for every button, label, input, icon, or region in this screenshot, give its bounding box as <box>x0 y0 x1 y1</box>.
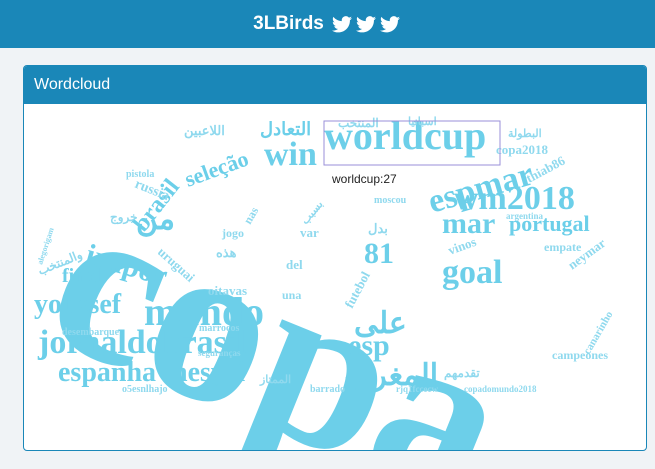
wordcloud-canvas: copa worldcup mundo jornaldobrasil espma… <box>24 113 616 450</box>
word-una[interactable]: una <box>282 288 301 302</box>
word-ar-hadhih[interactable]: هذه <box>216 245 237 260</box>
word-youssef[interactable]: youssef <box>34 289 122 320</box>
word-ar-almumtaz[interactable]: الممتاز <box>259 374 291 386</box>
panel-title: Wordcloud <box>34 76 111 93</box>
word-var[interactable]: var <box>300 225 319 240</box>
word-ar-alalaeebin[interactable]: اللاعبين <box>184 123 225 139</box>
hover-highlight-box <box>323 120 501 166</box>
wordcloud-panel: Wordcloud copa worldcup mundo jornaldobr… <box>23 65 647 451</box>
word-pistola[interactable]: pistola <box>126 169 154 180</box>
word-ar-albutula[interactable]: البطولة <box>508 128 542 140</box>
word-desembarque[interactable]: desembarque <box>62 327 120 338</box>
app-title: 3LBirds <box>253 13 324 34</box>
word-mundo[interactable]: mundo <box>144 289 264 334</box>
word-ar-min[interactable]: من <box>136 203 175 237</box>
word-ar-bisabab[interactable]: بسبب <box>299 199 326 227</box>
word-barrado[interactable]: barrado <box>310 384 345 395</box>
twitter-icons <box>330 15 402 33</box>
word-marrocos[interactable]: marrocos <box>199 323 239 334</box>
top-navbar: 3LBirds <box>0 0 655 48</box>
word-win[interactable]: win <box>264 136 317 173</box>
word-ar-ala[interactable]: على <box>354 307 407 340</box>
word-del[interactable]: del <box>286 257 303 272</box>
panel-header: Wordcloud <box>24 66 646 104</box>
word-moscou[interactable]: moscou <box>374 195 407 206</box>
word-ar-isbania[interactable]: اسبانيا <box>408 116 437 128</box>
word-jogo[interactable]: jogo <box>221 226 244 240</box>
word-tooltip: worldcup:27 <box>328 171 401 187</box>
word-mar[interactable]: mar <box>442 207 495 240</box>
word-empate[interactable]: empate <box>544 240 582 254</box>
word-o5esnlhajo[interactable]: o5esnlhajo <box>122 384 168 395</box>
word-rjq1fccecw[interactable]: rjq1fccecw <box>396 384 438 394</box>
word-argentina[interactable]: argentina <box>506 211 543 221</box>
word-ar-altaadul[interactable]: التعادل <box>260 119 311 139</box>
word-ar-kharuj[interactable]: خروج <box>110 210 138 225</box>
word-jornaldobrasil[interactable]: jornaldobrasil <box>37 324 246 361</box>
twitter-bird-icon <box>355 15 376 32</box>
twitter-bird-icon <box>379 15 400 32</box>
word-ar-almaghrib[interactable]: المغرب <box>344 359 438 393</box>
word-espanha[interactable]: espanha <box>58 357 156 388</box>
word-ar-badal[interactable]: بدل <box>368 221 388 236</box>
word-segurancas[interactable]: seguranças <box>198 348 241 358</box>
word-nesyri[interactable]: nesyri <box>172 357 245 388</box>
word-goal[interactable]: goal <box>442 254 502 291</box>
twitter-bird-icon <box>331 15 352 32</box>
word-campeones[interactable]: campeones <box>552 348 608 362</box>
word-portugal[interactable]: portugal <box>509 211 590 236</box>
word-wm2018[interactable]: wm2018 <box>454 180 575 217</box>
word-81[interactable]: 81 <box>364 237 394 270</box>
word-ar-almuntakhab[interactable]: المنتخب <box>338 116 379 130</box>
word-copadomundo2018[interactable]: copadomundo2018 <box>464 384 537 394</box>
word-esp[interactable]: esp <box>348 329 390 362</box>
word-oitavas[interactable]: oitavas <box>208 283 247 298</box>
wordcloud-area: copa worldcup mundo jornaldobrasil espma… <box>24 105 646 450</box>
word-ar-tuqaddim[interactable]: تقدمهم <box>444 366 480 381</box>
word-final[interactable]: final <box>62 265 101 287</box>
word-copa2018[interactable]: copa2018 <box>496 142 549 157</box>
